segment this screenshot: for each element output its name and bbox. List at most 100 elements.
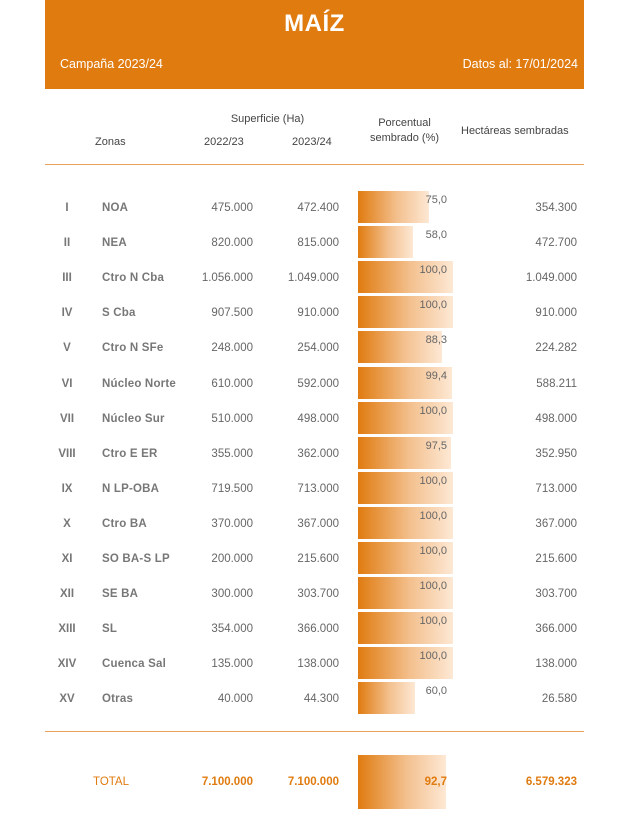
percent-bar (358, 647, 453, 680)
superficie-header: Superficie (Ha) (230, 113, 305, 125)
hectares-sown: 354.300 (535, 202, 577, 214)
zone-name: S Cba (102, 307, 136, 320)
percent-bar (358, 226, 414, 259)
percent-value: 97,5 (425, 439, 447, 452)
total-surface-2023: 7.100.000 (287, 776, 339, 788)
surface-2022: 200.000 (211, 553, 253, 565)
zone-number: XII (59, 588, 75, 601)
percent-value: 100,0 (419, 580, 447, 593)
table-row: I NOA 475.000 472.400 75,0 354.300 (0, 190, 629, 225)
zone-number: VII (59, 412, 75, 425)
percent-value: 88,3 (425, 334, 447, 347)
percent-bar (358, 401, 453, 434)
surface-2022: 1.056.000 (201, 272, 253, 285)
hectares-sown: 498.000 (535, 412, 577, 425)
hectares-sown: 138.000 (535, 658, 577, 671)
zone-number: I (65, 202, 69, 214)
hectares-sown: 588.211 (536, 377, 577, 390)
surface-2022: 355.000 (211, 447, 253, 460)
table-row: IV S Cba 907.500 910.000 100,0 910.000 (0, 295, 629, 330)
surface-2023: 713.000 (297, 482, 339, 495)
percent-bar (358, 191, 430, 223)
percent-value: 60,0 (425, 685, 447, 698)
zone-name: Ctro N Cba (102, 272, 165, 285)
zone-name: NEA (102, 237, 127, 250)
zone-name: SE BA (102, 588, 139, 601)
percent-bar (358, 436, 451, 469)
percent-value: 99,4 (425, 369, 447, 382)
surface-2023: 303.700 (297, 588, 339, 601)
surface-2023: 254.000 (297, 342, 339, 355)
surface-2023: 815.000 (297, 237, 339, 250)
percent-value: 100,0 (419, 545, 447, 557)
table-row: XV Otras 40.000 44.300 60,0 26.580 (0, 681, 629, 716)
hectares-sown: 1.049.000 (525, 272, 577, 285)
zone-number: X (63, 517, 71, 530)
table-row: XIV Cuenca Sal 135.000 138.000 100,0 138.000 (0, 646, 629, 681)
table-row: XII SE BA 300.000 303.700 100,0 303.700 (0, 576, 629, 611)
hectares-sown: 472.700 (535, 237, 577, 250)
porcentual-header-line2: sembrado (%) (369, 132, 440, 144)
surface-2022: 354.000 (211, 623, 253, 636)
surface-2022: 40.000 (217, 693, 253, 706)
table-row: IX N LP-OBA 719.500 713.000 100,0 713.000 (0, 471, 629, 506)
page-header: MAÍZ Campaña 2023/24 Datos al: 17/01/202… (45, 0, 584, 89)
zone-name: N LP-OBA (102, 482, 160, 495)
table-row: XI SO BA-S LP 200.000 215.600 100,0 215.600 (0, 541, 629, 576)
percent-bar (358, 366, 453, 399)
zone-name: Ctro E ER (102, 447, 158, 460)
surface-2023: 498.000 (297, 412, 339, 425)
surface-2023: 362.000 (297, 447, 339, 460)
table-row: V Ctro N SFe 248.000 254.000 88,3 224.282 (0, 330, 629, 365)
zone-number: VI (61, 377, 73, 390)
percent-bar (358, 506, 453, 539)
hectares-sown: 910.000 (535, 307, 577, 320)
percent-bar (358, 612, 453, 645)
zone-number: II (63, 237, 71, 250)
hectares-sown: 303.700 (535, 588, 577, 601)
zone-name: Núcleo Norte (102, 377, 176, 390)
zone-name: SO BA-S LP (102, 553, 170, 565)
surface-2022: 610.000 (211, 377, 253, 390)
total-progress-bar (358, 755, 447, 809)
surface-2022: 719.500 (211, 482, 253, 495)
zone-number: III (62, 272, 72, 285)
zonas-header: Zonas (95, 136, 126, 148)
hectares-sown: 352.950 (535, 447, 577, 460)
table-row: III Ctro N Cba 1.056.000 1.049.000 100,0 1.04… (0, 260, 629, 295)
surface-2022: 907.500 (211, 307, 253, 320)
total-row: TOTAL 7.100.000 7.100.000 92,7 6.579.323 (0, 755, 629, 809)
surface-2022: 135.000 (211, 658, 253, 671)
zone-name: NOA (102, 202, 129, 214)
table-row: X Ctro BA 370.000 367.000 100,0 367.000 (0, 506, 629, 541)
surface-2023: 592.000 (297, 377, 339, 390)
zone-name: Ctro BA (102, 517, 147, 530)
surface-2022: 300.000 (211, 588, 253, 601)
zone-number: IV (61, 307, 73, 320)
percent-value: 100,0 (419, 404, 447, 417)
total-hectares-sown: 6.579.323 (525, 776, 577, 788)
percent-value: 100,0 (419, 474, 447, 487)
surface-2023: 44.300 (303, 693, 339, 706)
zone-number: XI (61, 553, 73, 565)
total-surface-2022: 7.100.000 (201, 776, 253, 788)
surface-2022: 510.000 (211, 412, 253, 425)
year-2023-header: 2023/24 (292, 136, 332, 148)
percent-bar (358, 331, 442, 364)
zone-name: Núcleo Sur (102, 412, 165, 425)
table-row: VII Núcleo Sur 510.000 498.000 100,0 498.000 (0, 401, 629, 436)
zone-name: Otras (102, 693, 134, 706)
hectares-sown: 224.282 (535, 342, 577, 355)
percent-bar (358, 682, 415, 715)
surface-2022: 475.000 (211, 202, 253, 214)
hectares-sown: 366.000 (535, 623, 577, 636)
hectares-sown: 26.580 (541, 693, 577, 706)
table-row: VI Núcleo Norte 610.000 592.000 99,4 588.211 (0, 366, 629, 401)
campaign-label: Campaña 2023/24 (60, 57, 163, 71)
surface-2022: 248.000 (211, 342, 253, 355)
surface-2023: 215.600 (297, 553, 339, 565)
percent-bar (358, 577, 453, 610)
data-date-label: Datos al: 17/01/2024 (462, 57, 578, 71)
surface-2023: 366.000 (297, 623, 339, 636)
hectares-sown: 215.600 (535, 553, 577, 565)
